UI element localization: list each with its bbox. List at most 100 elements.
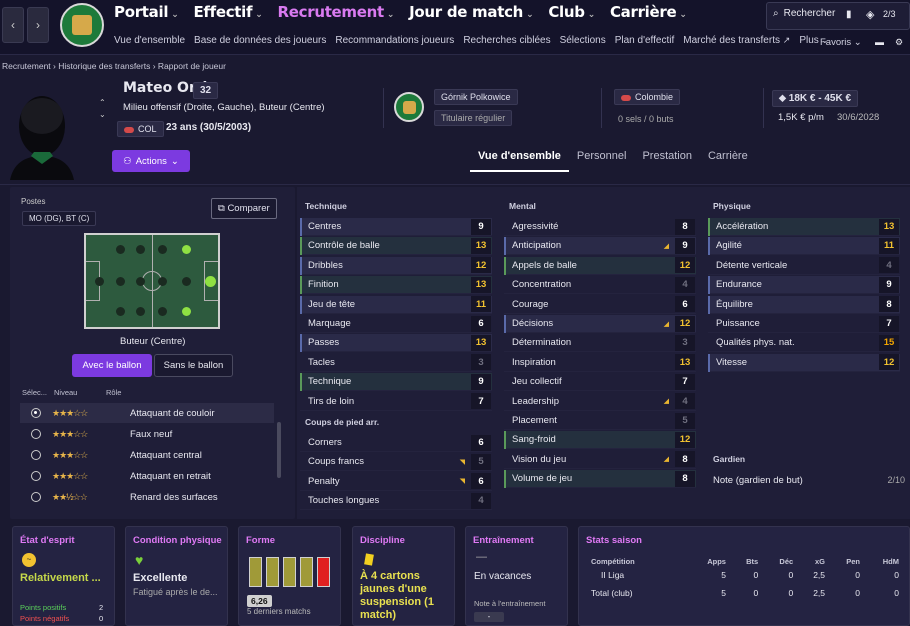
condition-card[interactable]: Condition physique ♥ Excellente Fatigué … <box>125 526 228 626</box>
attribute-row[interactable]: Agilité 11 <box>708 237 900 256</box>
attribute-row[interactable]: Finition 13 <box>300 276 492 295</box>
attribute-row[interactable]: Appels de balle 12 <box>504 256 696 275</box>
stats-col-header[interactable]: Apps <box>707 557 726 566</box>
stats-col-header[interactable]: Pen <box>846 557 860 566</box>
subnav-recommendations[interactable]: Recommandations joueurs <box>335 35 455 46</box>
search-button[interactable]: ⌕ Rechercher <box>773 8 836 19</box>
attribute-row[interactable]: Volume de jeu 8 <box>504 470 696 489</box>
radio-button[interactable] <box>31 429 41 439</box>
mood-card[interactable]: État d'esprit ~ Relativement ... Points … <box>12 526 115 626</box>
attribute-row[interactable]: Centres 9 <box>300 218 492 236</box>
radio-button[interactable] <box>31 450 41 460</box>
form-card[interactable]: Forme 6,26 5 derniers matchs <box>238 526 341 626</box>
nav-carriere[interactable]: Carrière ⌄ <box>609 3 687 21</box>
role-row[interactable]: ★★★☆☆ Attaquant en retrait <box>20 466 274 486</box>
club-shield-icon[interactable]: ◈ <box>866 9 875 21</box>
stats-col-header[interactable]: xG <box>815 557 826 566</box>
role-row[interactable]: ★★★☆☆ Attaquant de couloir <box>20 403 274 423</box>
forward-button[interactable]: › <box>27 7 49 43</box>
attribute-row[interactable]: Coups francs ◥ 5 <box>300 453 492 472</box>
attribute-row[interactable]: Équilibre 8 <box>708 295 900 314</box>
bookmark-icon[interactable]: ▮ <box>846 9 852 20</box>
tab-personal[interactable]: Personnel <box>576 150 627 162</box>
stats-col-header[interactable]: Compétition <box>591 557 635 566</box>
club-name[interactable]: Górnik Polkowice <box>434 89 518 105</box>
without-ball-toggle[interactable]: Sans le ballon <box>154 354 233 377</box>
role-row[interactable]: ★★★☆☆ Attaquant central <box>20 445 274 465</box>
settings-icon[interactable]: ⚙ <box>895 37 904 47</box>
stats-row[interactable]: Total (club) 5 0 0 2,5 0 0 <box>587 584 903 602</box>
attribute-row[interactable]: Vitesse 12 <box>708 353 900 372</box>
nav-recrutement[interactable]: Recrutement ⌄ <box>277 3 395 21</box>
attribute-row[interactable]: Détente verticale 4 <box>708 257 900 275</box>
attribute-row[interactable]: Qualités phys. nat. 15 <box>708 334 900 353</box>
subnav-selections[interactable]: Sélections <box>559 35 606 46</box>
attribute-row[interactable]: Touches longues 4 <box>300 492 492 511</box>
attribute-row[interactable]: Concentration 4 <box>504 276 696 295</box>
stats-col-header[interactable]: HdM <box>882 557 899 566</box>
attribute-row[interactable]: Corners 6 <box>300 434 492 452</box>
attribute-row[interactable]: Sang-froid 12 <box>504 431 696 450</box>
attribute-row[interactable]: Agressivité 8 <box>504 218 696 236</box>
subnav-transfer-market[interactable]: Marché des transferts ↗ <box>683 35 791 46</box>
radio-button[interactable] <box>31 492 41 502</box>
nav-portail[interactable]: Portail ⌄ <box>114 3 179 21</box>
attribute-row[interactable]: Anticipation ◢ 9 <box>504 237 696 256</box>
attribute-row[interactable]: Accélération 13 <box>708 218 900 236</box>
stats-col-header[interactable]: Bts <box>746 557 759 566</box>
radio-button[interactable] <box>31 471 41 481</box>
role-row[interactable]: ★★★☆☆ Faux neuf <box>20 424 274 444</box>
compare-button[interactable]: ⧉ Comparer <box>211 198 277 219</box>
attribute-row[interactable]: Contrôle de balle 13 <box>300 237 492 256</box>
attribute-row[interactable]: Jeu collectif 7 <box>504 373 696 392</box>
player-switch[interactable]: ⌃ ⌄ <box>99 98 106 119</box>
attribute-row[interactable]: Penalty ◥ 6 <box>300 473 492 491</box>
attribute-row[interactable]: Détermination 3 <box>504 334 696 353</box>
attribute-row[interactable]: Courage 6 <box>504 296 696 314</box>
radio-button[interactable] <box>31 408 41 418</box>
subnav-more[interactable]: Plus ⌄ <box>799 35 829 46</box>
attribute-row[interactable]: Jeu de tête 11 <box>300 295 492 314</box>
col-select[interactable]: Sélec... <box>22 388 48 397</box>
attribute-row[interactable]: Tacles 3 <box>300 354 492 372</box>
back-button[interactable]: ‹ <box>2 7 24 43</box>
attribute-row[interactable]: Endurance 9 <box>708 276 900 295</box>
attribute-row[interactable]: Marquage 6 <box>300 315 492 333</box>
attribute-row[interactable]: Tirs de loin 7 <box>300 393 492 411</box>
with-ball-toggle[interactable]: Avec le ballon <box>72 354 152 377</box>
crumb-history[interactable]: Historique des transferts <box>58 61 151 71</box>
subnav-squad-plan[interactable]: Plan d'effectif <box>614 35 675 46</box>
favoris-menu[interactable]: Favoris ⌄ <box>820 37 862 48</box>
attribute-row[interactable]: Inspiration 13 <box>504 354 696 372</box>
attribute-row[interactable]: Décisions ◢ 12 <box>504 315 696 333</box>
col-role[interactable]: Rôle <box>106 388 122 397</box>
nav-club[interactable]: Club ⌄ <box>548 3 595 21</box>
role-row[interactable]: ★★½☆☆ Renard des surfaces <box>20 487 274 507</box>
subnav-searches[interactable]: Recherches ciblées <box>463 35 551 46</box>
attribute-row[interactable]: Passes 13 <box>300 334 492 353</box>
chat-icon[interactable]: ▬ <box>875 37 884 47</box>
club-crest[interactable] <box>60 3 104 47</box>
nav-effectif[interactable]: Effectif ⌄ <box>193 3 263 21</box>
attribute-row[interactable]: Technique 9 <box>300 373 492 392</box>
nav-jour-de-match[interactable]: Jour de match ⌄ <box>409 3 534 21</box>
tab-performance[interactable]: Prestation <box>642 150 692 162</box>
crumb-recrutement[interactable]: Recrutement <box>2 61 51 71</box>
subnav-database[interactable]: Base de données des joueurs <box>194 35 327 46</box>
role-list-scrollbar[interactable] <box>277 422 281 478</box>
stats-row[interactable]: II Liga 5 0 0 2,5 0 0 <box>587 566 903 584</box>
season-stats-card[interactable]: Stats saison Compétition Apps Bts Déc xG Pen H… <box>578 526 910 626</box>
attribute-row[interactable]: Puissance 7 <box>708 315 900 333</box>
tab-overview[interactable]: Vue d'ensemble <box>470 148 569 172</box>
attribute-row[interactable]: Leadership ◢ 4 <box>504 393 696 411</box>
search-box[interactable] <box>766 2 910 30</box>
tab-career[interactable]: Carrière <box>707 150 748 162</box>
col-level[interactable]: Niveau <box>54 388 78 397</box>
country-badge[interactable]: Colombie <box>614 89 681 105</box>
news-badge[interactable]: 2/3 <box>883 9 896 19</box>
discipline-card[interactable]: Discipline À 4 cartons jaunes d'une susp… <box>352 526 455 626</box>
club-logo-icon[interactable] <box>394 92 424 122</box>
attribute-row[interactable]: Dribbles 12 <box>300 256 492 275</box>
subnav-overview[interactable]: Vue d'ensemble <box>114 35 186 46</box>
stats-col-header[interactable]: Déc <box>779 557 794 566</box>
